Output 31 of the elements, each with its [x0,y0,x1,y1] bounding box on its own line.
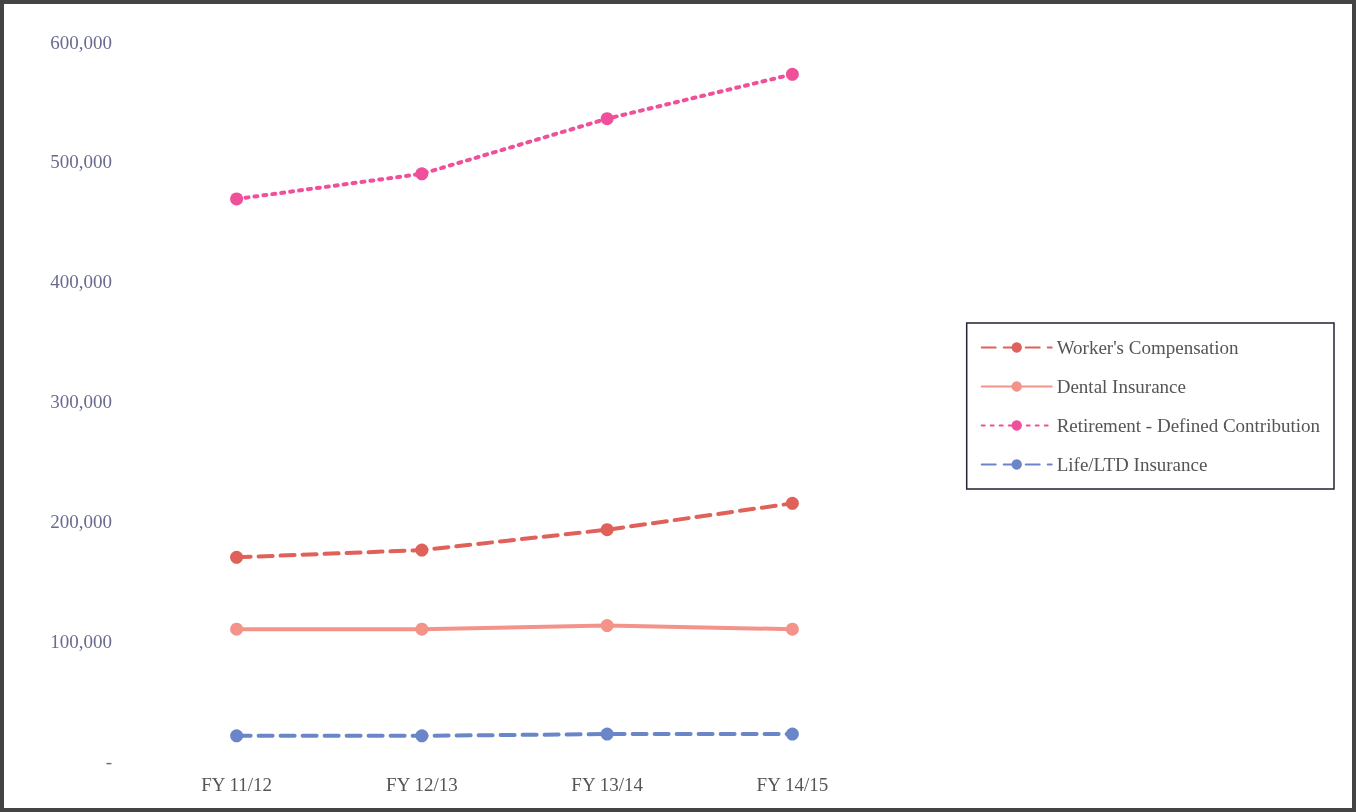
point [600,112,614,126]
point [230,550,244,564]
legend-label: Dental Insurance [1056,376,1186,397]
point [600,619,614,633]
point [785,622,799,636]
point [415,622,429,636]
point [230,192,244,206]
point [230,729,244,743]
y-tick-label: 300,000 [50,391,112,412]
y-tick-label: 600,000 [50,31,112,53]
legend-label: Retirement - Defined Contribution [1056,415,1321,436]
x-tick-label: FY 14/15 [756,774,829,795]
x-tick-label: FY 11/12 [201,774,273,795]
x-tick-label: FY 12/13 [386,774,458,795]
x-tick-label: FY 13/14 [571,774,644,795]
y-tick-label: - [105,750,112,772]
point [600,523,614,537]
point [785,496,799,510]
point [600,727,614,741]
y-tick-label: 500,000 [50,151,112,173]
point [415,167,429,181]
y-tick-label: 200,000 [50,510,112,532]
point [785,67,799,81]
point [415,729,429,743]
point [230,622,244,636]
legend-label: Life/LTD Insurance [1056,454,1208,475]
point [785,727,799,741]
legend-label: Worker's Compensation [1056,337,1240,358]
y-tick-label: 400,000 [50,271,112,293]
point [415,543,429,557]
y-tick-label: 100,000 [50,630,112,652]
